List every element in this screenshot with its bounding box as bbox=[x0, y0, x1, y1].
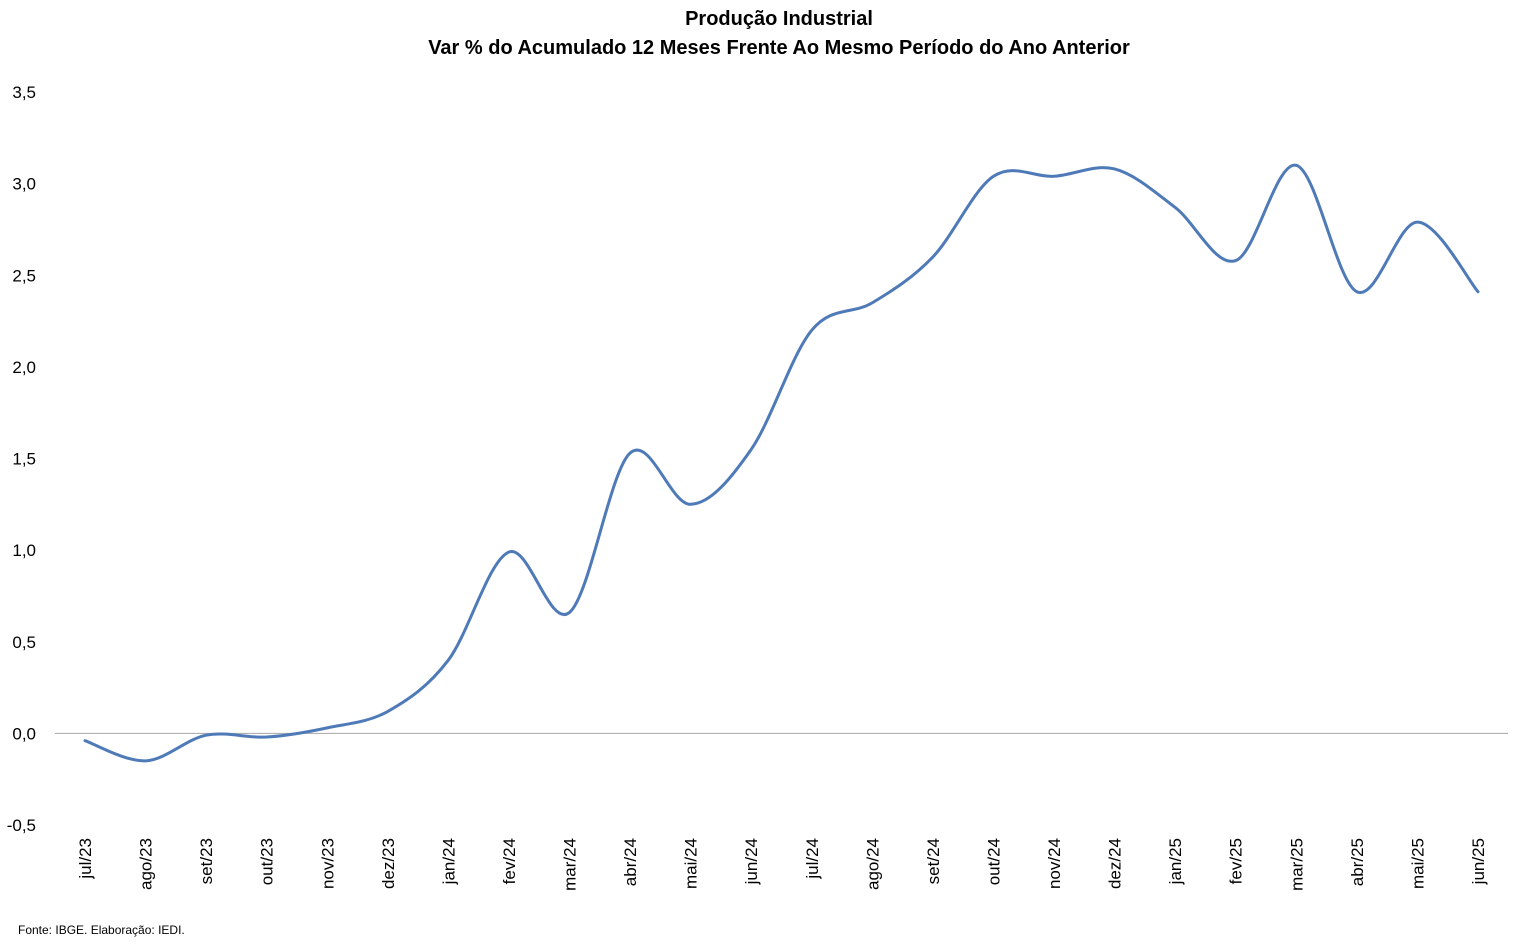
data-point-abr-25 bbox=[1354, 289, 1360, 295]
data-point-jul-23 bbox=[82, 738, 88, 744]
x-tick-label: jan/25 bbox=[1166, 838, 1185, 885]
series-layer bbox=[82, 162, 1481, 764]
y-tick-label: 2,0 bbox=[12, 358, 36, 377]
data-point-out-24 bbox=[990, 173, 996, 179]
y-tick-label: 1,5 bbox=[12, 450, 36, 469]
y-tick-label: 0,5 bbox=[12, 633, 36, 652]
x-tick-label: dez/24 bbox=[1106, 838, 1125, 889]
series-line bbox=[83, 163, 1480, 763]
data-point-set-24 bbox=[930, 254, 936, 260]
data-point-fev-24 bbox=[506, 549, 512, 555]
data-point-nov-23 bbox=[324, 725, 330, 731]
x-tick-label: fev/24 bbox=[500, 838, 519, 884]
x-tick-label: mar/25 bbox=[1287, 838, 1306, 891]
x-tick-label: nov/24 bbox=[1045, 838, 1064, 889]
data-point-dez-23 bbox=[385, 708, 391, 714]
x-tick-label: nov/23 bbox=[318, 838, 337, 889]
x-tick-label: mar/24 bbox=[561, 838, 580, 891]
y-tick-label: 3,5 bbox=[12, 83, 36, 102]
x-tick-label: mai/24 bbox=[682, 838, 701, 889]
data-point-mai-25 bbox=[1414, 219, 1420, 225]
x-tick-label: dez/23 bbox=[379, 838, 398, 889]
data-point-mar-24 bbox=[567, 609, 573, 615]
data-point-nov-24 bbox=[1051, 173, 1057, 179]
data-point-fev-25 bbox=[1233, 258, 1239, 264]
chart-title: Produção Industrial bbox=[685, 8, 873, 30]
y-tick-label: -0,5 bbox=[7, 816, 36, 835]
x-tick-label: ago/23 bbox=[137, 838, 156, 890]
data-point-jun-24 bbox=[748, 446, 754, 452]
x-axis: jul/23 ago/23 set/23 out/23 nov/23 dez/23 jan/… bbox=[76, 838, 1488, 891]
x-tick-label: mai/25 bbox=[1408, 838, 1427, 889]
x-tick-label: set/24 bbox=[924, 838, 943, 884]
x-tick-label: jan/24 bbox=[439, 838, 458, 885]
x-tick-label: jul/24 bbox=[803, 838, 822, 880]
y-tick-label: 3,0 bbox=[12, 175, 36, 194]
data-point-mai-24 bbox=[688, 501, 694, 507]
data-point-mar-25 bbox=[1293, 162, 1299, 168]
chart-subtitle: Var % do Acumulado 12 Meses Frente Ao Me… bbox=[428, 37, 1130, 59]
x-tick-label: out/24 bbox=[984, 838, 1003, 885]
data-point-dez-24 bbox=[1112, 166, 1118, 172]
x-tick-label: set/23 bbox=[197, 838, 216, 884]
data-point-jun-25 bbox=[1475, 289, 1481, 295]
x-tick-label: out/23 bbox=[258, 838, 277, 885]
y-tick-label: 0,0 bbox=[12, 724, 36, 743]
y-axis: -0,5 0,0 0,5 1,0 1,5 2,0 2,5 3,0 3,5 bbox=[7, 83, 36, 835]
data-point-out-23 bbox=[264, 734, 270, 740]
x-tick-label: jul/23 bbox=[76, 838, 95, 880]
source-note: Fonte: IBGE. Elaboração: IEDI. bbox=[18, 923, 185, 937]
data-point-ago-24 bbox=[869, 300, 875, 306]
x-tick-label: fev/25 bbox=[1227, 838, 1246, 884]
y-tick-label: 1,0 bbox=[12, 541, 36, 560]
x-tick-label: abr/25 bbox=[1348, 838, 1367, 886]
data-point-set-23 bbox=[203, 732, 209, 738]
data-point-ago-23 bbox=[143, 758, 149, 764]
data-point-jan-25 bbox=[1172, 204, 1178, 210]
data-point-jul-24 bbox=[809, 327, 815, 333]
x-tick-label: abr/24 bbox=[621, 838, 640, 886]
x-tick-label: jun/24 bbox=[742, 838, 761, 885]
data-point-jan-24 bbox=[445, 657, 451, 663]
data-point-abr-24 bbox=[627, 450, 633, 456]
y-tick-label: 2,5 bbox=[12, 266, 36, 285]
x-tick-label: ago/24 bbox=[863, 838, 882, 890]
x-tick-label: jun/25 bbox=[1469, 838, 1488, 885]
